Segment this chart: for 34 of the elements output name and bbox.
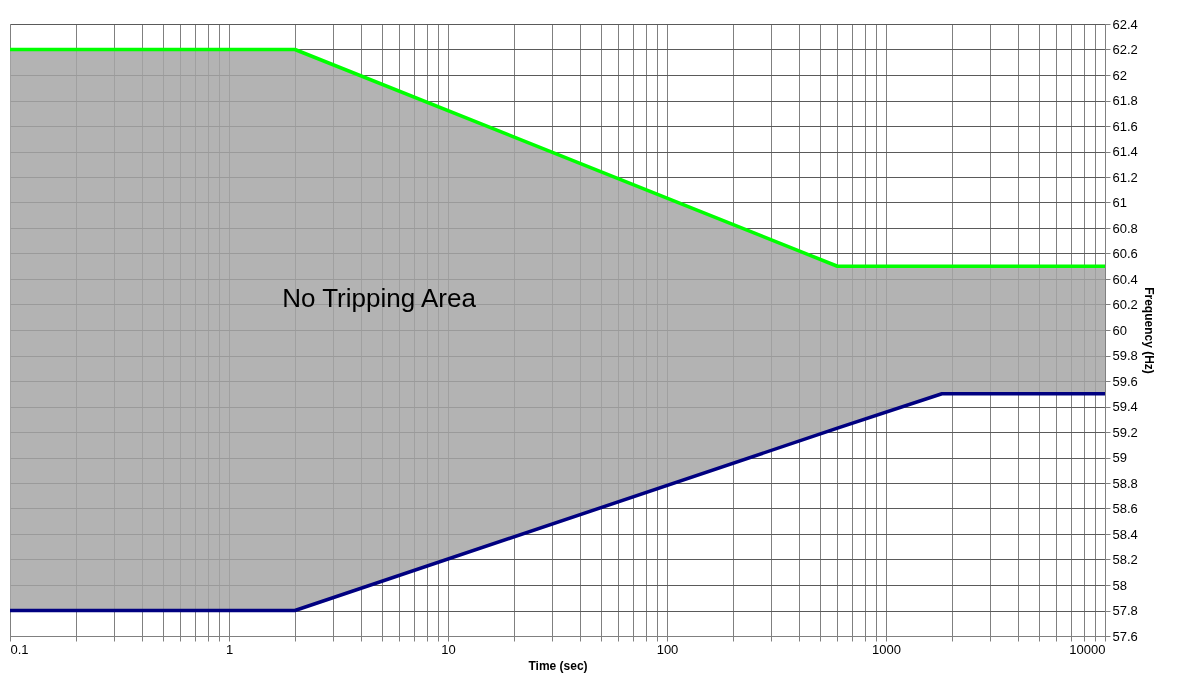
y-tick-label: 60 <box>1112 322 1127 338</box>
x-tick-label: 0.1 <box>10 641 29 657</box>
y-tick-label: 59.2 <box>1112 424 1138 440</box>
x-tick-label: 10 <box>441 641 456 657</box>
y-tick-label: 59.4 <box>1112 399 1138 414</box>
y-tick-label: 61.2 <box>1112 169 1138 185</box>
annotation: No Tripping Area <box>282 283 477 314</box>
y-tick-label: 58.8 <box>1112 475 1138 491</box>
y-tick-label: 61.6 <box>1112 118 1138 134</box>
y-tick-label: 59.8 <box>1112 348 1138 363</box>
y-tick-label: 60.2 <box>1112 297 1138 312</box>
x-tick-label: 100 <box>656 641 679 657</box>
x-axis-title: Time (sec) <box>528 658 588 673</box>
y-tick-label: 57.8 <box>1112 603 1138 618</box>
y-tick-label: 62.4 <box>1112 16 1138 32</box>
y-tick-label: 58.2 <box>1112 552 1138 567</box>
y-tick-label: 59.6 <box>1112 373 1138 389</box>
y-tick-label: 59 <box>1112 450 1127 465</box>
y-tick-label: 62.2 <box>1112 42 1138 57</box>
y-tick-label: 60.8 <box>1112 220 1138 236</box>
x-tick-label: 1 <box>225 641 234 657</box>
y-tick-label: 58 <box>1112 577 1127 593</box>
y-tick-label: 62 <box>1112 67 1127 83</box>
x-tick-label: 1000 <box>872 641 901 657</box>
y-tick-label: 61 <box>1112 195 1127 210</box>
y-tick-label: 57.6 <box>1112 628 1138 644</box>
y-tick-label: 61.8 <box>1112 93 1138 108</box>
y-axis-title: Frequency (Hz) <box>1141 287 1156 374</box>
y-tick-label: 58.6 <box>1112 501 1138 516</box>
y-tick-label: 61.4 <box>1112 144 1138 159</box>
y-tick-label: 60.4 <box>1112 271 1138 287</box>
x-tick-label: 10000 <box>1069 641 1106 657</box>
y-tick-label: 58.4 <box>1112 526 1138 542</box>
y-tick-label: 60.6 <box>1112 246 1138 261</box>
